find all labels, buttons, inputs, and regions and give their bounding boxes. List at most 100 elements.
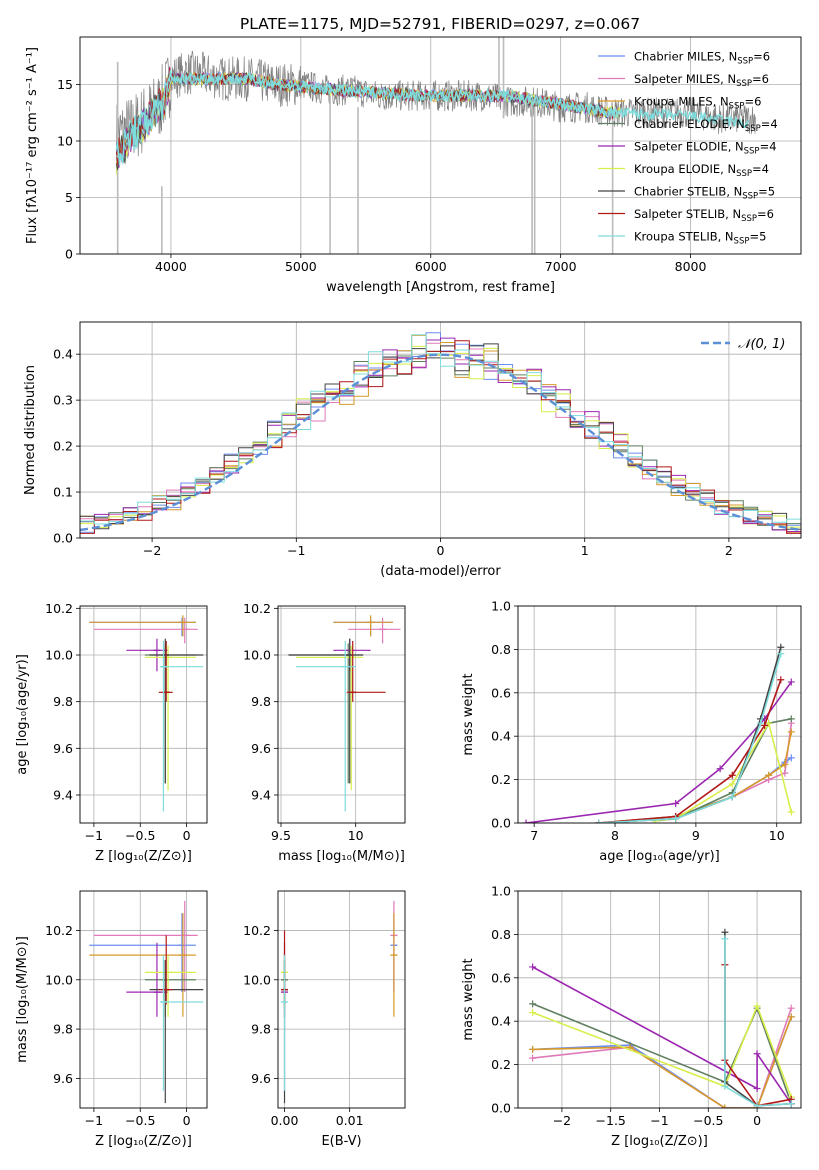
y-tick-label: 1.0: [491, 599, 511, 614]
legend-subscript: SSP: [729, 102, 745, 112]
legend-subscript: SSP: [736, 79, 752, 89]
legend-entry: Salpeter ELODIE, NSSP=4: [634, 140, 777, 157]
point-kroupa_elodie: [144, 955, 196, 1017]
legend-value: =4: [760, 140, 777, 154]
y-tick-label: 0.1: [53, 485, 73, 500]
point-chabrier_elodie: [144, 960, 196, 1017]
model-spectrum-kroupa_stelib: [116, 71, 621, 165]
grid: [518, 605, 801, 824]
y-tick-label: 15: [57, 77, 73, 92]
x-tick-label: 4000: [155, 259, 187, 274]
legend-entry: Kroupa STELIB, NSSP=5: [634, 230, 766, 247]
x-tick-label: −2: [143, 543, 161, 558]
series-marker: [595, 819, 603, 823]
series-marker: [716, 765, 724, 773]
chart-mass_weight_vs_age: 7 8 9 10 0.0 0.2 0.4 0.6 0.8 1.0 age [log₁₀(age/yr…: [461, 599, 802, 864]
legend-subscript: SSP: [741, 214, 757, 224]
legend-value: =5: [758, 185, 775, 199]
legend-text: Chabrier ELODIE, N: [634, 117, 745, 131]
y-tick-label: 0.0: [53, 531, 73, 546]
x-tick-label: −0.5: [125, 828, 155, 843]
x-tick-label: 9: [692, 828, 700, 843]
x-axis-label: E(B-V): [321, 1134, 361, 1149]
series-marker: [787, 1100, 795, 1108]
legend-entry: Chabrier STELIB, NSSP=5: [634, 185, 775, 202]
y-axis-label: mass weight: [461, 673, 476, 755]
legend-text: Kroupa MILES, N: [634, 95, 729, 109]
x-tick-label: −0.5: [125, 1113, 155, 1128]
x-tick-label: −1: [85, 828, 103, 843]
series-kroupa_elodie: [532, 1003, 792, 1098]
y-tick-label: 0.2: [53, 439, 73, 454]
y-tick-label: 5: [65, 190, 73, 205]
point-kroupa_stelib: [159, 641, 204, 812]
point-kroupa_miles: [89, 913, 196, 1017]
legend-text: Kroupa ELODIE, N: [634, 162, 736, 176]
grid: [80, 891, 207, 1108]
series-kroupa_stelib: [724, 938, 792, 1107]
x-axis-label: age [log₁₀(age/yr)]: [599, 849, 720, 864]
figure-title: PLATE=1175, MJD=52791, FIBERID=0297, z=0…: [240, 15, 640, 33]
x-tick-label: −1: [650, 1113, 668, 1128]
y-tick-label: 10.2: [243, 923, 271, 938]
x-tick-label: 7: [530, 828, 538, 843]
plot-area: [529, 928, 795, 1108]
y-tick-label: 0.8: [491, 927, 511, 942]
legend-text: Chabrier MILES, N: [634, 50, 737, 64]
series-marker: [777, 643, 785, 651]
chart-age_vs_Z: −1 −0.5 0 9.4 9.6 9.8 10.0 10.2 Z [log₁₀(Z/Z⊙)] a…: [15, 601, 208, 864]
point-chabrier_miles: [333, 617, 394, 637]
y-tick-label: 10: [57, 133, 73, 148]
y-tick-label: 0.4: [491, 729, 511, 744]
plot-area: [89, 615, 204, 812]
legend-text: Chabrier STELIB, N: [634, 185, 742, 199]
x-tick-label: −1: [85, 1113, 103, 1128]
series-marker: [753, 1002, 761, 1010]
x-tick-label: 0: [437, 543, 445, 558]
gaussian-reference: [80, 353, 801, 532]
x-axis-label: (data-model)/error: [380, 564, 501, 579]
legend-subscript: SSP: [745, 124, 761, 134]
series-marker: [672, 799, 680, 807]
series-marker: [721, 928, 729, 936]
x-tick-label: 10: [348, 828, 364, 843]
series-marker: [787, 728, 795, 736]
point-chabrier_stelib: [288, 638, 364, 784]
series-marker: [765, 771, 773, 779]
point-chabrier_stelib: [149, 960, 204, 1104]
series-marker: [721, 1082, 729, 1090]
x-tick-label: −1: [287, 543, 305, 558]
y-tick-label: 10.0: [243, 648, 271, 663]
series-marker: [787, 754, 795, 762]
y-tick-label: 1.0: [491, 884, 511, 899]
y-axis-label: mass [log₁₀(M/M⊙)]: [15, 936, 30, 1063]
y-tick-label: 0.2: [491, 772, 511, 787]
grid: [278, 606, 405, 823]
x-tick-label: −2: [553, 1113, 571, 1128]
legend-value: =4: [761, 117, 778, 131]
legend-value: =6: [752, 72, 769, 86]
y-tick-label: 9.4: [53, 788, 73, 803]
y-axis-label: Normed distribution: [23, 365, 38, 495]
x-axis-label: mass [log₁₀(M/M⊙)]: [278, 849, 405, 864]
series-marker: [672, 815, 680, 823]
plot-area: [288, 615, 401, 812]
y-tick-label: 0.3: [53, 393, 73, 408]
x-tick-label: 2: [725, 543, 733, 558]
series-salpeter_miles: [532, 1007, 792, 1108]
point-kroupa_stelib: [295, 641, 356, 812]
legend-subscript: SSP: [742, 192, 758, 202]
series-marker: [721, 1104, 729, 1108]
axes-frame: [79, 890, 208, 1109]
plot-area: [522, 643, 795, 823]
x-tick-label: 0: [183, 1113, 191, 1128]
series-marker: [777, 676, 785, 684]
y-axis-label: Flux [fλ10⁻¹⁷ erg cm⁻² s⁻¹ A⁻¹]: [25, 47, 40, 244]
x-tick-label: 0.01: [336, 1113, 364, 1128]
y-tick-label: 9.6: [251, 1071, 271, 1086]
y-tick-label: 9.6: [251, 741, 271, 756]
chart-mass_weight_vs_Z: −2 −1.5 −1 −0.5 0 0.0 0.2 0.4 0.6 0.8 1.0 Z [log₁₀(…: [461, 884, 802, 1149]
y-tick-label: 9.8: [53, 694, 73, 709]
